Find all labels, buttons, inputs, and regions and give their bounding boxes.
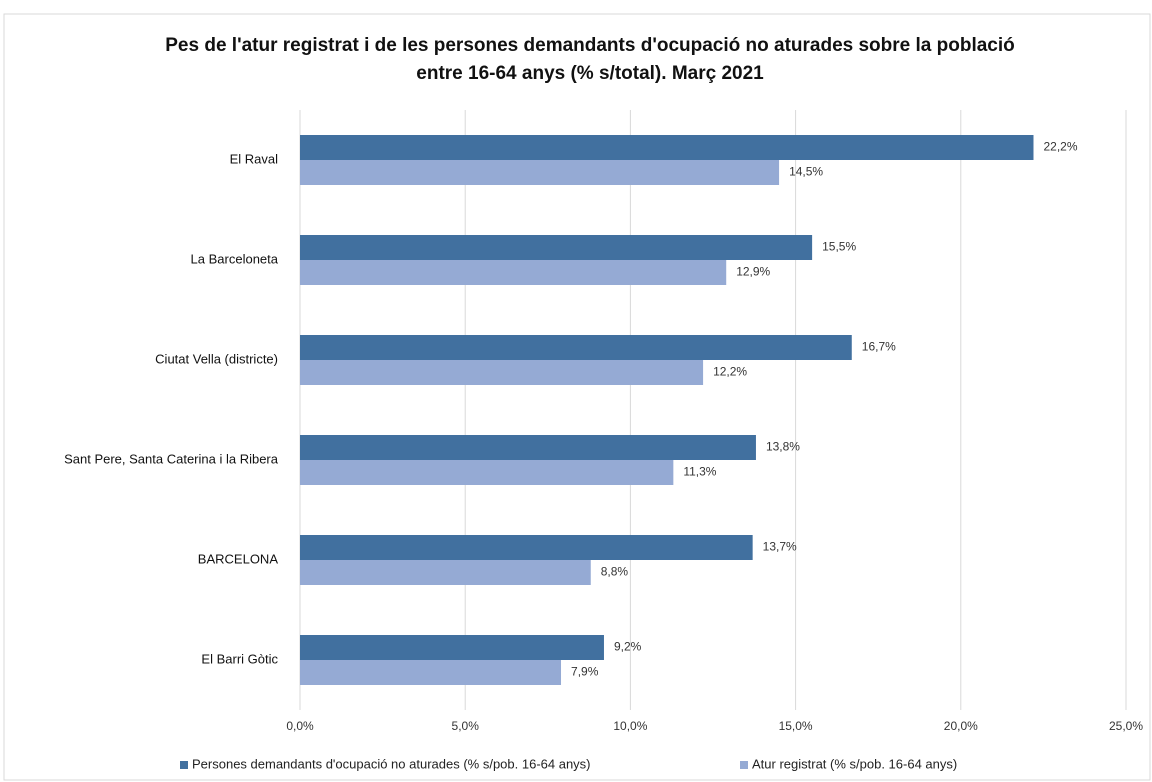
x-tick-label: 25,0% [1109, 719, 1143, 733]
y-tick-label: El Raval [230, 151, 279, 166]
bar [300, 435, 756, 460]
bar [300, 235, 813, 260]
bar [300, 660, 562, 685]
data-label: 8,8% [601, 565, 629, 579]
bar [300, 460, 674, 485]
bar [300, 335, 852, 360]
data-label: 9,2% [614, 640, 642, 654]
legend-label: Atur registrat (% s/pob. 16-64 anys) [752, 756, 957, 771]
data-label: 22,2% [1043, 140, 1077, 154]
legend-label: Persones demandants d'ocupació no aturad… [192, 756, 591, 771]
bar [300, 635, 604, 660]
bar [300, 360, 704, 385]
data-label: 7,9% [571, 665, 599, 679]
bar [300, 160, 780, 185]
data-label: 12,2% [713, 365, 747, 379]
data-label: 13,7% [763, 540, 797, 554]
y-tick-label: Sant Pere, Santa Caterina i la Ribera [64, 451, 279, 466]
bar [300, 535, 753, 560]
data-label: 15,5% [822, 240, 856, 254]
y-tick-label: La Barceloneta [191, 251, 279, 266]
y-tick-label: BARCELONA [198, 551, 279, 566]
bar [300, 260, 727, 285]
chart-border [3, 13, 1151, 781]
data-label: 14,5% [789, 165, 823, 179]
bar [300, 135, 1034, 160]
legend-swatch [740, 761, 748, 769]
y-tick-label: Ciutat Vella (districte) [155, 351, 278, 366]
chart-title: Pes de l'atur registrat i de les persone… [165, 35, 1015, 84]
data-label: 12,9% [736, 265, 770, 279]
bar [300, 560, 591, 585]
x-tick-label: 15,0% [779, 719, 813, 733]
data-label: 16,7% [862, 340, 896, 354]
legend-swatch [180, 761, 188, 769]
x-tick-label: 5,0% [452, 719, 480, 733]
data-label: 13,8% [766, 440, 800, 454]
x-tick-label: 10,0% [613, 719, 647, 733]
x-tick-label: 0,0% [286, 719, 314, 733]
x-tick-label: 20,0% [944, 719, 978, 733]
data-label: 11,3% [683, 465, 716, 479]
y-tick-label: El Barri Gòtic [201, 651, 278, 666]
